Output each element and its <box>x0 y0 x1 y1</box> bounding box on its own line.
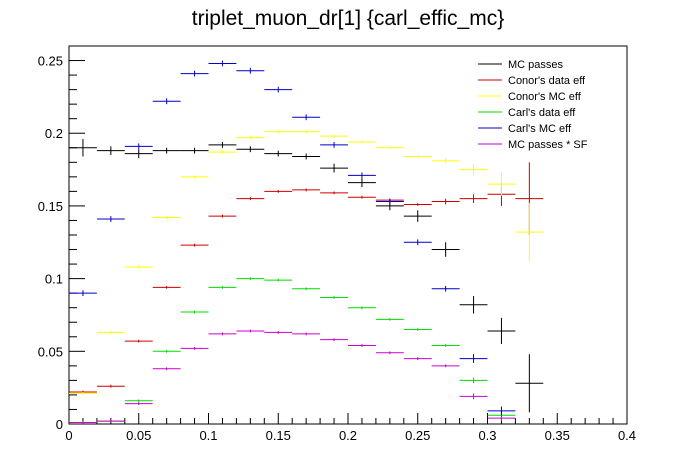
y-tick-label: 0 <box>56 417 63 432</box>
legend-label: MC passes <box>508 59 564 71</box>
legend-label: Conor's data eff <box>508 75 586 87</box>
x-tick-label: 0.1 <box>199 428 217 443</box>
legend-label: MC passes * SF <box>508 139 588 151</box>
x-axis: 0 0.05 0.1 0.15 0.2 0.25 0.3 0.35 0.4 <box>65 413 636 443</box>
x-tick-label: 0.25 <box>405 428 430 443</box>
legend-label: Carl's MC eff <box>508 123 572 135</box>
series-layer <box>69 60 544 424</box>
series-0 <box>69 139 544 413</box>
y-tick-label: 0.2 <box>45 126 63 141</box>
x-tick-label: 0.3 <box>478 428 496 443</box>
x-tick-label: 0.05 <box>126 428 151 443</box>
chart-title: triplet_muon_dr[1] {carl_effic_mc} <box>192 7 504 30</box>
y-tick-label: 0.1 <box>45 272 63 287</box>
y-tick-label: 0.05 <box>38 344 63 359</box>
x-tick-label: 0 <box>65 428 72 443</box>
x-tick-label: 0.35 <box>545 428 570 443</box>
y-axis: 0 0.05 0.1 0.15 0.2 0.25 <box>38 45 85 432</box>
series-5 <box>69 329 516 424</box>
series-4 <box>69 60 516 416</box>
y-tick-label: 0.15 <box>38 199 63 214</box>
series-3 <box>69 277 516 424</box>
x-tick-label: 0.2 <box>339 428 357 443</box>
y-tick-label: 0.25 <box>38 54 63 69</box>
series-2 <box>69 130 544 395</box>
legend-label: Conor's MC eff <box>508 91 582 103</box>
legend-label: Carl's data eff <box>508 107 576 119</box>
x-tick-label: 0.4 <box>618 428 636 443</box>
legend: MC passes Conor's data eff Conor's MC eff C… <box>478 59 588 151</box>
x-tick-label: 0.15 <box>266 428 291 443</box>
